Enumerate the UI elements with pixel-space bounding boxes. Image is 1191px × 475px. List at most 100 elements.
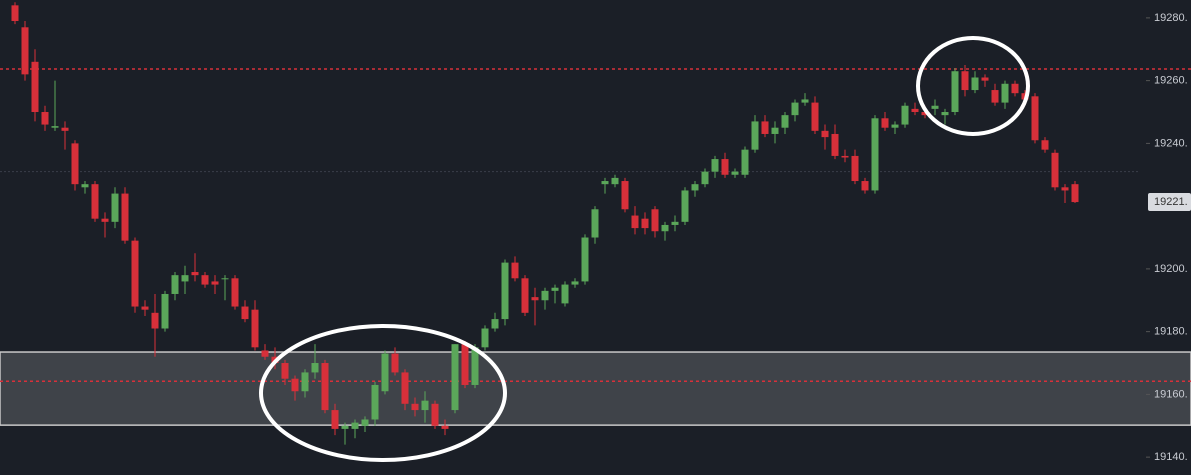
candle-body [181, 275, 189, 282]
candle-body [551, 287, 559, 291]
annotation-ellipse [259, 324, 507, 462]
candle-body [721, 159, 729, 175]
candle-body [51, 126, 59, 128]
candle-body [161, 293, 169, 329]
candle-body [1041, 140, 1049, 150]
candle-body [711, 159, 719, 172]
candle-body [901, 105, 909, 125]
candle-body [291, 378, 299, 392]
candle-body [1031, 96, 1039, 141]
candle-body [431, 403, 439, 426]
candle-body [311, 363, 319, 373]
candle-body [341, 425, 349, 429]
candle-body [511, 262, 519, 279]
candle-body [881, 118, 889, 128]
candle-body [241, 306, 249, 320]
candle-body [811, 102, 819, 131]
candle-body [641, 218, 649, 229]
candle-body [1001, 83, 1009, 103]
candle-body [951, 71, 959, 113]
candle-body [631, 215, 639, 229]
candle-body [151, 312, 159, 329]
candle-body [11, 5, 19, 22]
candle-body [441, 425, 449, 429]
candle-body [891, 124, 899, 128]
candle-body [591, 209, 599, 238]
candle-body [381, 353, 389, 392]
candle-body [571, 281, 579, 285]
candle-body [491, 319, 499, 329]
candle-body [961, 71, 969, 91]
candle-body [1051, 152, 1059, 188]
candle-body [41, 112, 49, 125]
y-tick-label: 19280. [1154, 12, 1188, 24]
candle-body [861, 181, 869, 191]
candle-body [131, 240, 139, 307]
candle-body [771, 127, 779, 134]
candle-body [821, 130, 829, 138]
candle-body [261, 350, 269, 357]
candle-body [391, 353, 399, 373]
candle-body [781, 115, 789, 128]
candle-body [971, 77, 979, 91]
candle-body [731, 171, 739, 175]
candle-body [671, 221, 679, 225]
annotation-ellipse [916, 36, 1030, 136]
candle-body [321, 363, 329, 411]
candle-body [911, 108, 919, 113]
y-tick-label: 19160. [1154, 388, 1188, 400]
candle-body [741, 149, 749, 175]
candle-body [841, 155, 849, 158]
candle-body [171, 275, 179, 294]
candle-body [581, 237, 589, 282]
candle-body [851, 155, 859, 182]
candle-body [81, 184, 89, 188]
candle-body [111, 193, 119, 222]
candle-body [931, 105, 939, 109]
candle-body [991, 90, 999, 103]
candle-body [501, 262, 509, 320]
candle-body [941, 112, 949, 116]
candle-body [101, 218, 109, 222]
candle-body [761, 121, 769, 134]
candle-body [621, 181, 629, 210]
candle-body [91, 184, 99, 219]
candle-body [471, 347, 479, 385]
candle-body [361, 419, 369, 426]
plot-layer: 19280. 19260. 19240. 19200. 19180. 19160. 1914… [0, 2, 1191, 463]
candle-body [231, 278, 239, 307]
candle-body [221, 278, 229, 280]
candle-body [561, 284, 569, 304]
candle-body [71, 143, 79, 185]
candle-body [211, 281, 219, 285]
candle-body [531, 297, 539, 301]
candle-body [601, 181, 609, 185]
y-tick-label: 19260. [1154, 75, 1188, 87]
candle-body [701, 171, 709, 185]
candle-body [481, 328, 489, 348]
candle-body [401, 372, 409, 404]
candle-body [801, 99, 809, 103]
candle-body [751, 121, 759, 150]
candle-body [61, 127, 69, 131]
candle-body [691, 184, 699, 191]
candle-body [451, 344, 459, 411]
candle-body [681, 190, 689, 222]
candle-body [31, 61, 39, 113]
candle-body [1061, 187, 1069, 191]
last-price-box [1148, 193, 1191, 212]
y-tick-label: 19240. [1154, 137, 1188, 149]
candle-body [371, 384, 379, 420]
candle-body [421, 400, 429, 411]
candle-body [281, 363, 289, 379]
last-price-label: 19221. [1154, 196, 1188, 208]
candle-body [411, 403, 419, 411]
candle-body [611, 177, 619, 185]
candle-body [831, 133, 839, 156]
candle-body [871, 118, 879, 191]
candle-body [661, 224, 669, 232]
candle-body [541, 290, 549, 301]
candle-body [791, 102, 799, 116]
